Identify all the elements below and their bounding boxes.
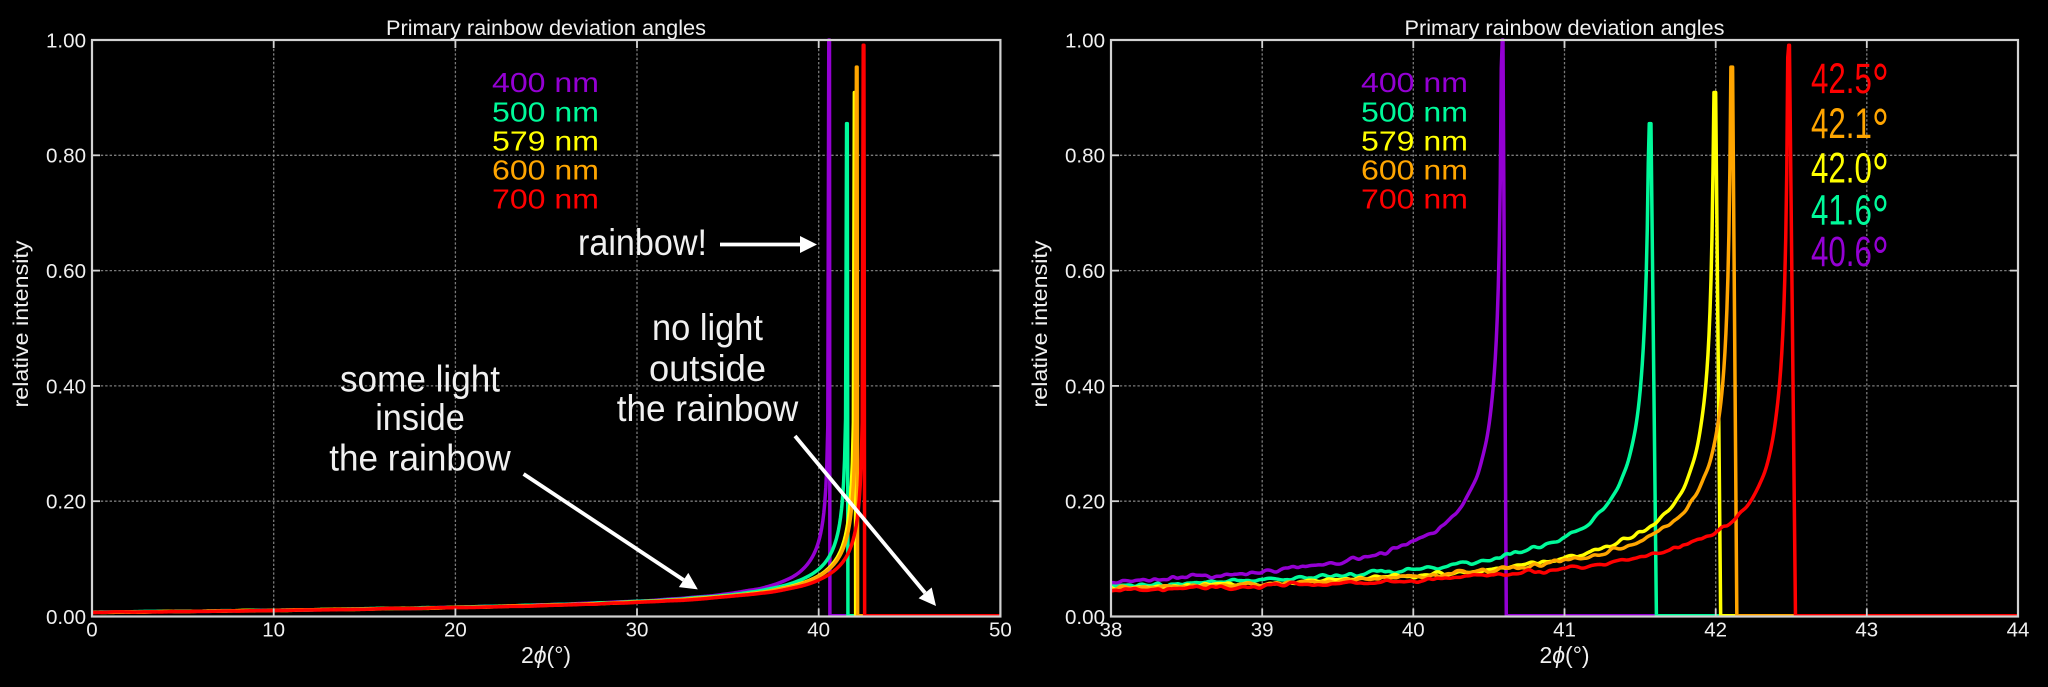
svg-text:0.40: 0.40 xyxy=(46,375,86,398)
svg-text:0.60: 0.60 xyxy=(1065,260,1105,283)
svg-text:0.20: 0.20 xyxy=(1065,491,1105,514)
svg-text:0.20: 0.20 xyxy=(46,491,86,514)
svg-text:the rainbow: the rainbow xyxy=(329,438,511,479)
svg-text:700 nm: 700 nm xyxy=(1361,184,1468,215)
svg-text:400 nm: 400 nm xyxy=(1361,67,1468,98)
svg-text:the rainbow: the rainbow xyxy=(617,388,799,429)
svg-text:39: 39 xyxy=(1251,619,1274,642)
svg-text:relative intensity: relative intensity xyxy=(10,240,33,408)
svg-text:rainbow!: rainbow! xyxy=(578,222,707,263)
svg-text:relative intensity: relative intensity xyxy=(1029,240,1052,408)
svg-text:500 nm: 500 nm xyxy=(492,96,599,127)
svg-text:600 nm: 600 nm xyxy=(492,155,599,186)
svg-text:500 nm: 500 nm xyxy=(1361,96,1468,127)
svg-text:10: 10 xyxy=(262,619,285,642)
svg-text:no light: no light xyxy=(652,307,764,348)
svg-text:0.80: 0.80 xyxy=(1065,145,1105,168)
svg-text:700 nm: 700 nm xyxy=(492,184,599,215)
svg-text:42: 42 xyxy=(1704,619,1727,642)
svg-text:2ϕ(°): 2ϕ(°) xyxy=(1539,642,1589,668)
svg-text:50: 50 xyxy=(989,619,1012,642)
svg-text:some light: some light xyxy=(340,359,501,400)
svg-text:1.00: 1.00 xyxy=(1065,29,1105,52)
svg-text:0: 0 xyxy=(86,619,97,642)
svg-text:44: 44 xyxy=(2007,619,2030,642)
svg-text:579 nm: 579 nm xyxy=(1361,125,1468,156)
svg-text:40: 40 xyxy=(1402,619,1425,642)
svg-text:38: 38 xyxy=(1100,619,1123,642)
svg-text:20: 20 xyxy=(444,619,467,642)
svg-text:30: 30 xyxy=(626,619,649,642)
svg-text:inside: inside xyxy=(375,397,465,438)
svg-text:579 nm: 579 nm xyxy=(492,125,599,156)
svg-text:0.40: 0.40 xyxy=(1065,375,1105,398)
svg-text:600 nm: 600 nm xyxy=(1361,155,1468,186)
svg-text:0.80: 0.80 xyxy=(46,145,86,168)
svg-text:41: 41 xyxy=(1553,619,1576,642)
svg-text:40: 40 xyxy=(807,619,830,642)
svg-text:0.00: 0.00 xyxy=(1065,606,1105,629)
svg-text:Primary rainbow deviation angl: Primary rainbow deviation angles xyxy=(1405,17,1725,40)
svg-text:1.00: 1.00 xyxy=(46,29,86,52)
svg-text:Primary rainbow deviation angl: Primary rainbow deviation angles xyxy=(386,17,706,40)
svg-text:0.00: 0.00 xyxy=(46,606,86,629)
svg-text:400 nm: 400 nm xyxy=(492,67,599,98)
svg-text:2ϕ(°): 2ϕ(°) xyxy=(521,642,571,668)
svg-text:42.5°: 42.5° xyxy=(1811,52,1889,117)
svg-text:43: 43 xyxy=(1855,619,1878,642)
svg-text:0.60: 0.60 xyxy=(46,260,86,283)
svg-text:outside: outside xyxy=(649,348,766,389)
